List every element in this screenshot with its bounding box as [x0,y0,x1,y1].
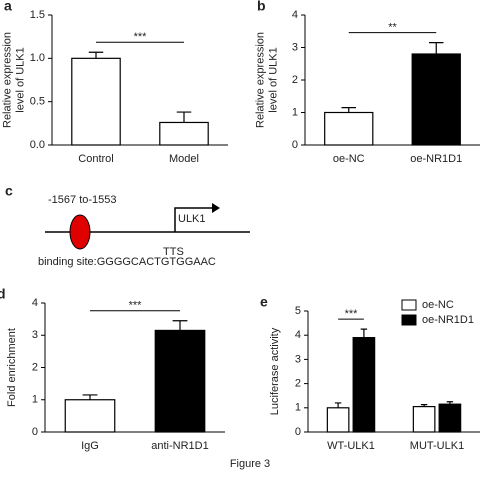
chart: b 0 1 2 3 4 Relative expression level of ULK1 oe… [254,0,480,165]
error-bar [334,402,342,408]
panel-label: d [0,286,6,302]
x-tick-label: anti-NR1D1 [151,440,208,452]
y-tick-label: 0.0 [30,139,45,151]
gene-label: ULK1 [178,213,206,225]
significance: ** [388,22,397,34]
site-label: -1567 to-1553 [48,194,117,206]
y-tick-label: 5 [295,305,301,317]
arrow-head [212,203,220,213]
significance: *** [345,308,359,320]
y-tick-label: 3 [32,329,38,341]
y-axis-label: Relative expression [1,32,13,128]
binding-site [69,214,91,250]
x-tick-label: MUT-ULK1 [410,440,464,452]
y-tick-label: 2 [295,378,301,390]
bar [71,57,121,146]
legend-swatch [401,314,417,326]
y-tick-label: 1.5 [30,9,45,21]
x-tick-label: Model [169,153,199,165]
bar [324,111,374,146]
y-tick-label: 4 [295,329,301,341]
tts-arrow [174,207,212,232]
tts-label: TTS [163,246,184,258]
bar [438,403,462,433]
legend-swatch [401,299,417,311]
error-bar [88,51,104,59]
bar [326,407,350,433]
binding-label: binding site:GGGGCACTGTGGAAC [38,256,216,268]
y-tick-label: 1 [292,106,298,118]
bar [411,53,461,146]
bar [352,337,376,433]
bar [64,399,116,433]
y-tick-label: 0 [32,426,38,438]
panel-label: c [5,183,13,199]
panel-label: e [260,294,268,310]
y-axis-label: Luciferase activity [269,327,281,415]
chart: a 0.0 0.5 1.0 1.5 Relative expression level of… [1,0,228,165]
y-tick-label: 1 [295,402,301,414]
y-axis-label: level of ULK1 [267,47,279,112]
error-bar [360,328,368,338]
y-axis-label: level of ULK1 [14,47,26,112]
error-bar [176,111,192,123]
bar [154,329,206,433]
y-tick-label: 0 [295,426,301,438]
y-tick-label: 4 [292,9,298,21]
y-tick-label: 4 [32,297,38,309]
bar [412,405,436,433]
chart: e 0 1 2 3 4 5 Luciferase activity WT-ULK1 MUT-ULK… [260,294,480,452]
x-tick-label: IgG [81,440,99,452]
legend-label: oe-NR1D1 [422,314,474,326]
y-tick-label: 1 [32,394,38,406]
y-axis-label: Relative expression [254,32,266,128]
error-bar [446,401,454,405]
error-bar [429,42,444,54]
y-tick-label: 2 [32,361,38,373]
y-tick-label: 1.0 [30,52,45,64]
legend-label: oe-NC [422,299,454,311]
y-tick-label: 2 [292,74,298,86]
significance: *** [134,31,148,43]
x-tick-label: Control [78,153,113,165]
diagram: c -1567 to-1553 ULK1 TTS binding site:GG… [5,183,250,268]
significance: *** [129,300,143,312]
bar [159,121,209,146]
error-bar [341,107,356,113]
x-tick-label: oe-NR1D1 [410,153,462,165]
x-tick-label: oe-NC [333,153,365,165]
panel-label: a [4,0,12,14]
y-tick-label: 0.5 [30,96,45,108]
chart: d 0 1 2 3 4 Fold enrichment IgG anti-NR1D1 *** [0,286,225,452]
y-tick-label: 3 [295,353,301,365]
y-tick-label: 3 [292,41,298,53]
error-bar [172,320,188,331]
x-tick-label: WT-ULK1 [327,440,375,452]
caption: Figure 3 [230,458,270,470]
error-bar [420,404,428,407]
y-axis-label: Fold enrichment [6,328,18,407]
panel-label: b [257,0,266,14]
y-tick-label: 0 [292,139,298,151]
error-bar [82,394,98,400]
